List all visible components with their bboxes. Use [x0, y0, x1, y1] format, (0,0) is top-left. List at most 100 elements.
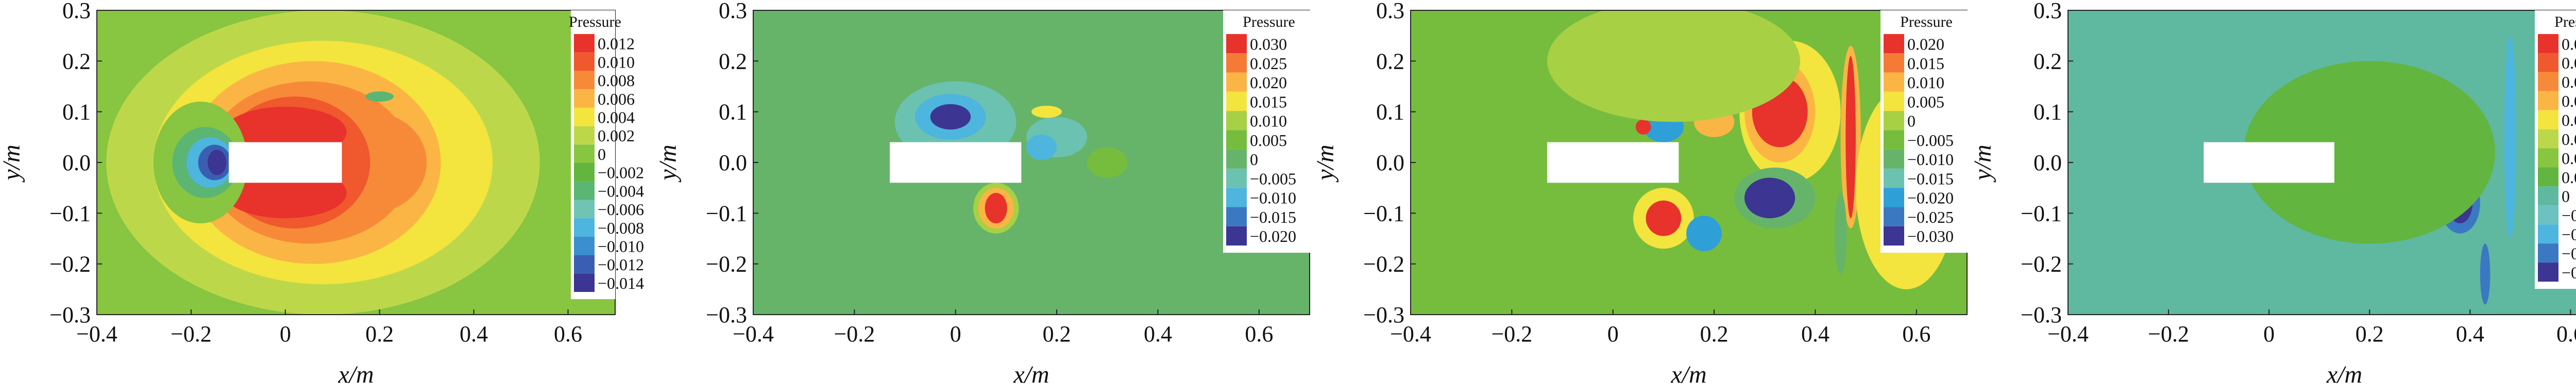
x-tick-label: 0 — [950, 321, 961, 347]
y-tick-label: 0.2 — [62, 48, 91, 74]
colorbar-label: 0.010 — [598, 53, 635, 71]
x-tick-label: 0.2 — [365, 321, 394, 347]
y-tick-label: −0.1 — [2021, 201, 2062, 226]
colorbar-label: 0 — [598, 145, 606, 164]
contour-field — [753, 10, 1310, 315]
colorbar-swatch — [1226, 130, 1247, 150]
colorbar-swatch — [2538, 110, 2558, 129]
contour-region — [1686, 216, 1722, 252]
y-tick-label: 0.3 — [719, 0, 747, 23]
colorbar-swatch — [1226, 188, 1247, 207]
x-tick-label: 0 — [2263, 321, 2275, 347]
colorbar-swatch — [1226, 207, 1247, 226]
colorbar-swatch — [1884, 72, 1904, 92]
y-tick-label: 0.0 — [2033, 150, 2062, 175]
colorbar-label: −0.004 — [598, 182, 644, 200]
colorbar-swatch — [2538, 224, 2558, 244]
y-tick-label: 0.1 — [62, 100, 91, 125]
colorbar-label: −0.025 — [1907, 208, 1954, 226]
colorbar-label: 0.004 — [598, 108, 635, 127]
colorbar-swatch — [574, 200, 595, 219]
colorbar-label: −0.020 — [1907, 189, 1954, 207]
colorbar-swatch — [2538, 34, 2558, 53]
colorbar-label: 0.015 — [2562, 130, 2576, 149]
colorbar-label: −0.015 — [2562, 244, 2576, 263]
x-tick-label: 0.2 — [2355, 321, 2384, 347]
colorbar-swatch — [1884, 207, 1904, 226]
colorbar-swatch — [1884, 53, 1904, 73]
colorbar-swatch — [1884, 149, 1904, 169]
colorbar-label: −0.015 — [1907, 169, 1954, 188]
y-tick-label: −0.1 — [706, 201, 747, 226]
colorbar-swatch — [1884, 34, 1904, 54]
y-tick-label: 0.1 — [719, 100, 747, 125]
y-tick-label: −0.2 — [706, 252, 747, 277]
obstacle — [1547, 142, 1679, 183]
y-tick-label: −0.1 — [49, 201, 91, 226]
x-tick-label: −0.2 — [2148, 321, 2189, 347]
contour-region — [930, 104, 971, 130]
colorbar: Pressure0.0200.0150.0100.0050−0.005−0.01… — [1880, 10, 1968, 253]
colorbar-swatch — [2538, 72, 2558, 91]
contour-region — [1547, 10, 1800, 122]
contour-region — [2244, 61, 2496, 244]
colorbar-swatch — [1226, 226, 1247, 246]
y-axis-title: y/m — [1969, 144, 1996, 183]
colorbar-label: −0.020 — [1250, 227, 1296, 246]
colorbar-swatch — [2538, 263, 2558, 282]
contour-field — [2068, 10, 2576, 315]
contour-region — [985, 193, 1007, 223]
colorbar-label: 0.012 — [598, 35, 635, 53]
colorbar-label: 0.020 — [1250, 73, 1287, 92]
colorbar-label: 0.030 — [2562, 73, 2576, 91]
y-tick-label: 0.1 — [1376, 100, 1404, 125]
colorbar-swatch — [574, 71, 595, 90]
colorbar-label: 0.025 — [2562, 92, 2576, 110]
y-tick-label: 0.3 — [1376, 0, 1404, 23]
colorbar-label: −0.002 — [598, 164, 644, 182]
x-axis-title: x/m — [2326, 361, 2362, 388]
panel-4: −0.4 −0.2 0 0.2 0.4 0.6 0.3 0.2 0.1 0.0 −0.1 −0.2 −0… — [1969, 0, 2576, 388]
colorbar-label: −0.010 — [1250, 189, 1296, 207]
x-tick-label: 0.4 — [1801, 321, 1829, 347]
colorbar-label: −0.010 — [1907, 150, 1954, 169]
colorbar-label: 0.010 — [1907, 73, 1944, 92]
y-axis-title: y/m — [0, 144, 25, 183]
contour-region — [1026, 134, 1057, 160]
contour-region — [1744, 177, 1795, 219]
colorbar-label: 0 — [2562, 187, 2570, 206]
colorbar: Pressure0.0400.0350.0300.0250.0200.0150.… — [2535, 10, 2576, 289]
colorbar-label: 0.010 — [2562, 149, 2576, 168]
colorbar-swatch — [574, 52, 595, 71]
colorbar-swatch — [574, 89, 595, 108]
contour-region — [1845, 56, 1856, 219]
x-tick-label: 0.6 — [1902, 321, 1930, 347]
colorbar-swatch — [574, 255, 595, 274]
colorbar-swatch — [574, 144, 595, 163]
y-tick-label: −0.1 — [1363, 201, 1404, 226]
colorbar-swatch — [2538, 186, 2558, 206]
colorbar-label: −0.010 — [598, 237, 644, 256]
obstacle — [890, 142, 1022, 183]
x-tick-label: 0.6 — [554, 321, 582, 347]
y-tick-label: −0.3 — [2021, 302, 2062, 328]
colorbar: Pressure0.0120.0100.0080.0060.0040.0020−… — [569, 10, 644, 299]
contour-region — [1834, 193, 1847, 274]
colorbar-title: Pressure — [1243, 13, 1295, 30]
colorbar-label: 0.010 — [1250, 112, 1287, 130]
contour-region — [2504, 36, 2517, 239]
field-background — [753, 10, 1310, 315]
colorbar-title: Pressure — [569, 13, 621, 30]
colorbar-label: −0.005 — [1907, 131, 1954, 150]
y-axis-title: y/m — [1312, 144, 1339, 183]
contour-region — [1087, 147, 1128, 178]
colorbar-swatch — [574, 107, 595, 126]
colorbar-swatch — [2538, 205, 2558, 225]
colorbar-swatch — [1884, 91, 1904, 111]
colorbar-title: Pressure — [2554, 13, 2576, 30]
colorbar-swatch — [574, 218, 595, 237]
y-tick-label: −0.2 — [49, 252, 91, 277]
colorbar-swatch — [2538, 148, 2558, 168]
x-axis-title: x/m — [337, 361, 374, 388]
x-tick-label: −0.2 — [834, 321, 875, 347]
